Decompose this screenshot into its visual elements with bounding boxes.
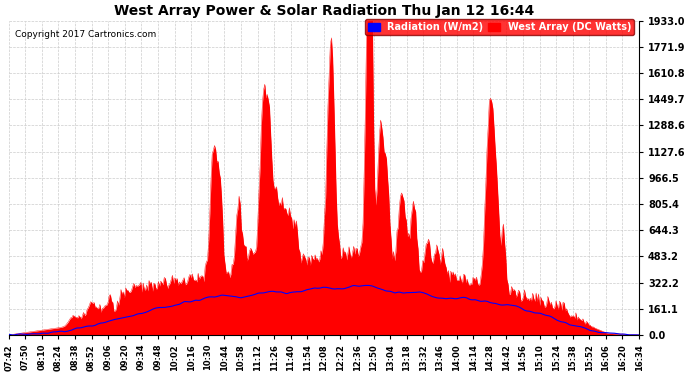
Title: West Array Power & Solar Radiation Thu Jan 12 16:44: West Array Power & Solar Radiation Thu J… xyxy=(114,4,534,18)
Legend: Radiation (W/m2), West Array (DC Watts): Radiation (W/m2), West Array (DC Watts) xyxy=(365,19,634,35)
Text: Copyright 2017 Cartronics.com: Copyright 2017 Cartronics.com xyxy=(15,30,156,39)
